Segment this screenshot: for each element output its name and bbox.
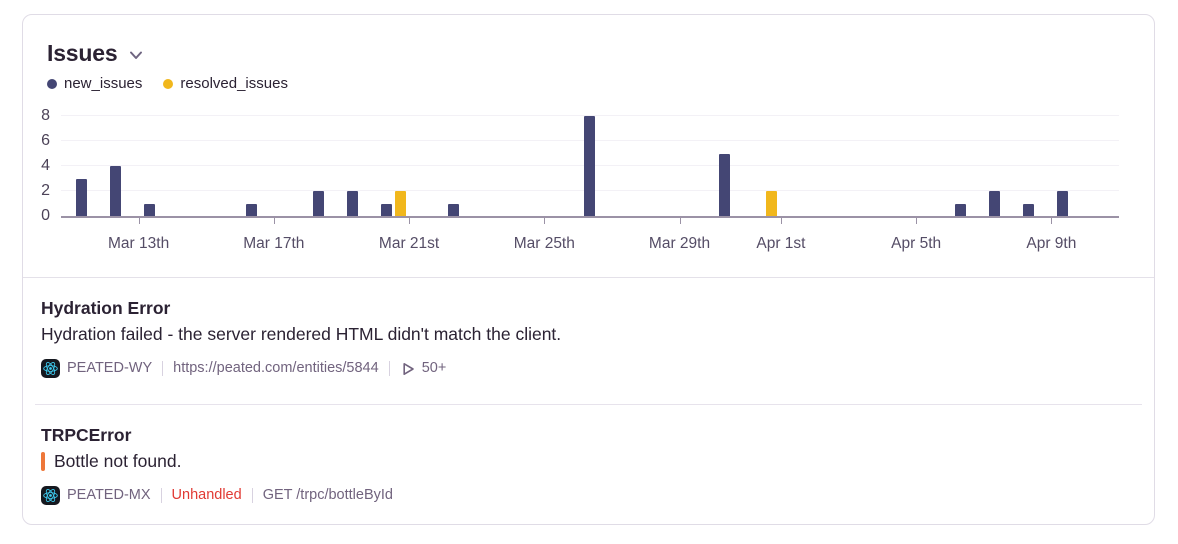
culprit-marker — [41, 452, 45, 471]
bar-new_issues — [955, 203, 967, 216]
bar-new_issues — [346, 191, 358, 216]
issue-divider — [35, 404, 1142, 405]
issue-meta-text: GET /trpc/bottleById — [262, 487, 393, 503]
issue-title-link[interactable]: TRPCError — [41, 425, 132, 445]
bar-new_issues — [1056, 191, 1068, 216]
issue-short-id: PEATED-WY — [67, 360, 153, 376]
y-tick-label: 8 — [41, 107, 50, 125]
page-title: Issues — [47, 40, 118, 66]
gridline — [61, 115, 1119, 117]
legend-item-resolved_issues[interactable]: resolved_issues — [163, 75, 288, 92]
legend-item-new_issues[interactable]: new_issues — [47, 75, 142, 92]
y-tick-label: 2 — [41, 182, 50, 200]
react-icon — [41, 359, 60, 378]
issue-title-link[interactable]: Hydration Error — [41, 298, 171, 318]
issue-message: Hydration failed - the server rendered H… — [41, 324, 1136, 345]
x-tick-label: Mar 13th — [108, 235, 170, 252]
issue-meta: PEATED-MX Unhandled GET /trpc/bottleById — [41, 486, 1136, 505]
y-tick-label: 4 — [41, 157, 50, 175]
bar-new_issues — [583, 116, 595, 216]
bar-new_issues — [448, 203, 460, 216]
x-axis-line — [61, 216, 1119, 218]
bar-new_issues — [718, 153, 730, 216]
x-tick — [138, 218, 140, 224]
x-tick-label: Apr 9th — [1026, 235, 1077, 252]
x-tick-label: Mar 29th — [648, 235, 711, 252]
x-tick — [544, 218, 546, 224]
issue-message: Bottle not found. — [41, 451, 1136, 472]
x-tick-label: Mar 25th — [513, 235, 575, 252]
bar-resolved_issues — [766, 191, 778, 216]
x-tick — [273, 218, 275, 224]
x-tick — [409, 218, 411, 224]
issues-chart: Mar 13th Mar 17th Mar 21st Mar 25th Mar 29th… — [23, 107, 1154, 271]
x-tick — [1051, 218, 1053, 224]
react-icon — [41, 486, 60, 505]
chevron-down-icon[interactable] — [126, 45, 146, 65]
separator — [162, 361, 164, 376]
legend-dot-icon — [47, 78, 57, 89]
replay-count-label: 50+ — [421, 360, 447, 376]
legend-dot-icon — [163, 78, 174, 89]
y-tick-label: 0 — [41, 207, 50, 224]
separator — [160, 488, 162, 503]
bar-new_issues — [245, 203, 257, 216]
bar-new_issues — [76, 178, 88, 216]
bar-new_issues — [1023, 203, 1035, 216]
legend-label: new_issues — [64, 75, 143, 92]
bar-new_issues — [144, 203, 156, 216]
x-tick-label: Mar 17th — [243, 235, 305, 252]
issue-short-id: PEATED-MX — [67, 487, 151, 503]
x-tick — [916, 218, 918, 224]
issue-message-text: Hydration failed - the server rendered H… — [41, 324, 562, 344]
y-tick-label: 6 — [41, 132, 50, 150]
issue-list: Hydration Error Hydration failed - the s… — [23, 278, 1154, 524]
widget-header: Issues — [23, 15, 1154, 67]
x-tick-label: Mar 21st — [378, 235, 440, 252]
separator — [388, 361, 390, 376]
x-tick — [679, 218, 681, 224]
play-icon — [403, 362, 414, 375]
issue-row[interactable]: Hydration Error Hydration failed - the s… — [23, 278, 1154, 404]
bar-new_issues — [313, 191, 325, 216]
issue-row[interactable]: TRPCError Bottle not found. PEATED-MX Un… — [23, 405, 1154, 524]
x-tick-label: Apr 5th — [891, 235, 942, 252]
unhandled-badge: Unhandled — [171, 487, 242, 503]
chart-plot-area: Mar 13th Mar 17th Mar 21st Mar 25th Mar 29th… — [61, 111, 1119, 252]
issue-message-text: Bottle not found. — [54, 451, 182, 471]
replay-count: 50+ — [400, 359, 447, 378]
chart-legend: new_issues resolved_issues — [23, 67, 1154, 92]
issue-meta-text: https://peated.com/entities/5844 — [173, 360, 379, 376]
legend-label: resolved_issues — [180, 75, 288, 92]
separator — [251, 488, 253, 503]
x-tick-label: Apr 1st — [756, 235, 806, 252]
bar-new_issues — [989, 191, 1001, 216]
x-tick — [780, 218, 782, 224]
issue-meta: PEATED-WY https://peated.com/entities/58… — [41, 359, 1136, 378]
issues-widget: Issues new_issues resolved_issues Mar 13t… — [22, 14, 1155, 525]
bar-resolved_issues — [394, 191, 406, 216]
bar-new_issues — [110, 166, 122, 216]
bar-new_issues — [380, 203, 392, 216]
issues-chart-section: Issues new_issues resolved_issues Mar 13t… — [23, 15, 1154, 278]
